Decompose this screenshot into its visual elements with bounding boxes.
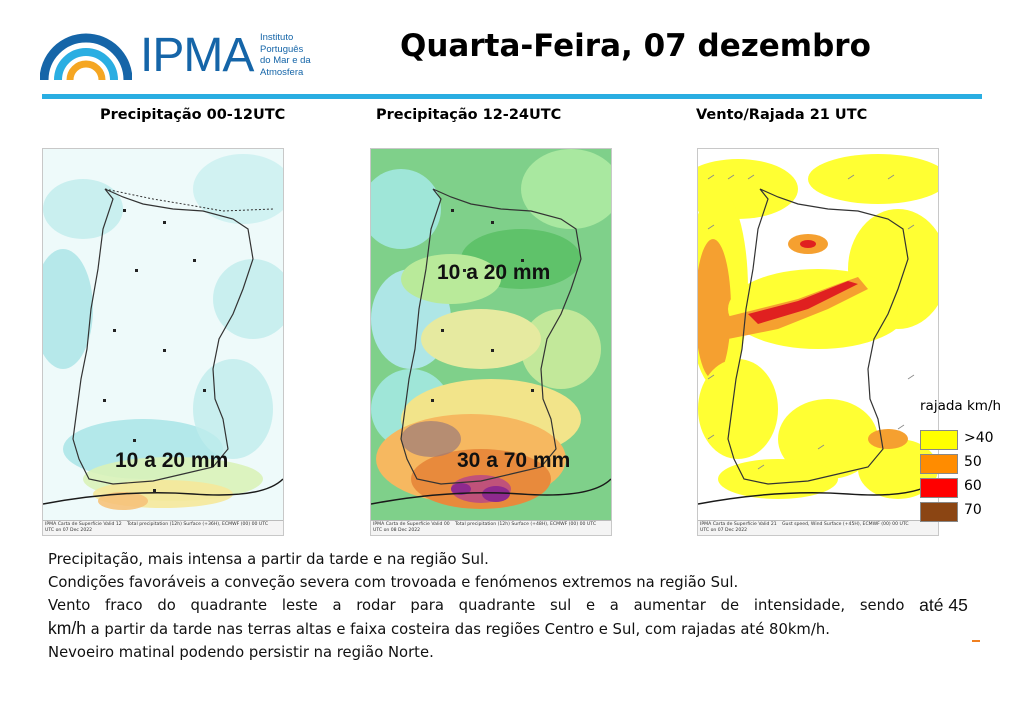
map-precip-afternoon: 10 a 20 mm 30 a 70 mm IPMA Carta de Supe… [370,148,612,536]
description-word: leste [281,597,318,614]
logo-subtitle-line: Português [260,43,304,55]
map-footer-right: Gust speed, Wind Surface (+45H), ECMWF (… [782,522,909,527]
map-label-precip-north: 10 a 20 mm [437,261,551,284]
logo-subtitle-line: do Mar e da [260,55,311,66]
legend-swatch [920,454,958,474]
description-word: sul [550,597,572,614]
header-divider [42,94,982,99]
description-line-justified: Vento fraco do quadrante leste a rodar para quad… [48,594,968,617]
emphasis-text: km/h [48,618,86,638]
description-line: Nevoeiro matinal podendo persistir na re… [48,644,434,661]
panel-title-precip-morning: Precipitação 00-12UTC [100,107,286,123]
map-wind-gust: IPMA Carta de Superfície Valid 21 UTC on… [697,148,939,536]
legend-title: rajada km/h [920,398,1002,414]
description-word: intensidade, [753,597,846,614]
legend-label: 70 [964,502,982,518]
map-precip-afternoon-image [371,149,611,535]
description-word: a [332,597,342,614]
description-word: rodar [356,597,396,614]
logo-subtitle: Instituto Português do Mar e da Atmosfer… [260,32,350,78]
map-footer: IPMA Carta de Superfície Valid 00 UTC on… [371,520,611,535]
map-footer-right: Total precipitation (12h) Surface (+36H)… [127,522,269,527]
map-footer-left: IPMA Carta de Superfície Valid 12 UTC on… [45,522,122,533]
legend-swatch [920,502,958,522]
forecast-description: Precipitação, mais intensa a partir da t… [48,548,968,664]
description-word: fraco [105,597,143,614]
description-word: quadrante [458,597,536,614]
legend-item: 50 [920,452,1020,474]
description-line: Precipitação, mais intensa a partir da t… [48,551,489,568]
description-word: Vento [48,597,91,614]
description-word: quadrante [190,597,268,614]
ipma-logo: IPMA Instituto Português do Mar e da Atm… [40,28,340,84]
description-text: a partir da tarde nas terras altas e fai… [85,621,830,638]
map-footer: IPMA Carta de Superfície Valid 21 UTC on… [698,520,938,535]
legend-label: >40 [964,430,994,446]
legend-label: 60 [964,478,982,494]
logo-subtitle-line: Atmosfera [260,66,304,78]
ipma-logo-arcs-icon [40,33,132,81]
description-word: de [720,597,740,614]
map-wind-gust-image [698,149,938,535]
map-footer-right: Total precipitation (12h) Surface (+48H)… [455,522,597,527]
description-word: aumentar [633,597,706,614]
legend-swatch [920,430,958,450]
page-title: Quarta-Feira, 07 dezembro [400,28,871,64]
emphasis-text: até 45 [919,595,968,615]
map-footer-left: IPMA Carta de Superfície Valid 00 UTC on… [373,522,450,533]
logo-subtitle-line: Instituto [260,32,294,43]
gust-legend: rajada km/h >40 50 60 70 [920,398,1020,526]
decorative-dash [972,640,980,642]
map-precip-morning-image [43,149,283,535]
panel-title-wind: Vento/Rajada 21 UTC [696,107,868,123]
map-label-precip-south: 30 a 70 mm [457,449,571,472]
logo-wordmark: IPMA [140,29,254,82]
description-word: do [157,597,176,614]
description-line: Condições favoráveis a conveção severa c… [48,574,739,591]
panel-title-precip-afternoon: Precipitação 12-24UTC [376,107,562,123]
description-line: km/h a partir da tarde nas terras altas … [48,617,968,641]
map-precip-morning: 10 a 20 mm IPMA Carta de Superfície Vali… [42,148,284,536]
legend-item: 60 [920,476,1020,498]
description-word: e [585,597,596,614]
map-label-precip-morning: 10 a 20 mm [115,449,229,472]
description-word: a [609,597,619,614]
description-word: sendo [859,597,905,614]
legend-label: 50 [964,454,982,470]
map-footer: IPMA Carta de Superfície Valid 12 UTC on… [43,520,283,535]
legend-item: 70 [920,500,1020,522]
legend-item: >40 [920,428,1020,450]
map-footer-left: IPMA Carta de Superfície Valid 21 UTC on… [700,522,777,533]
description-word: para [410,597,444,614]
legend-swatch [920,478,958,498]
